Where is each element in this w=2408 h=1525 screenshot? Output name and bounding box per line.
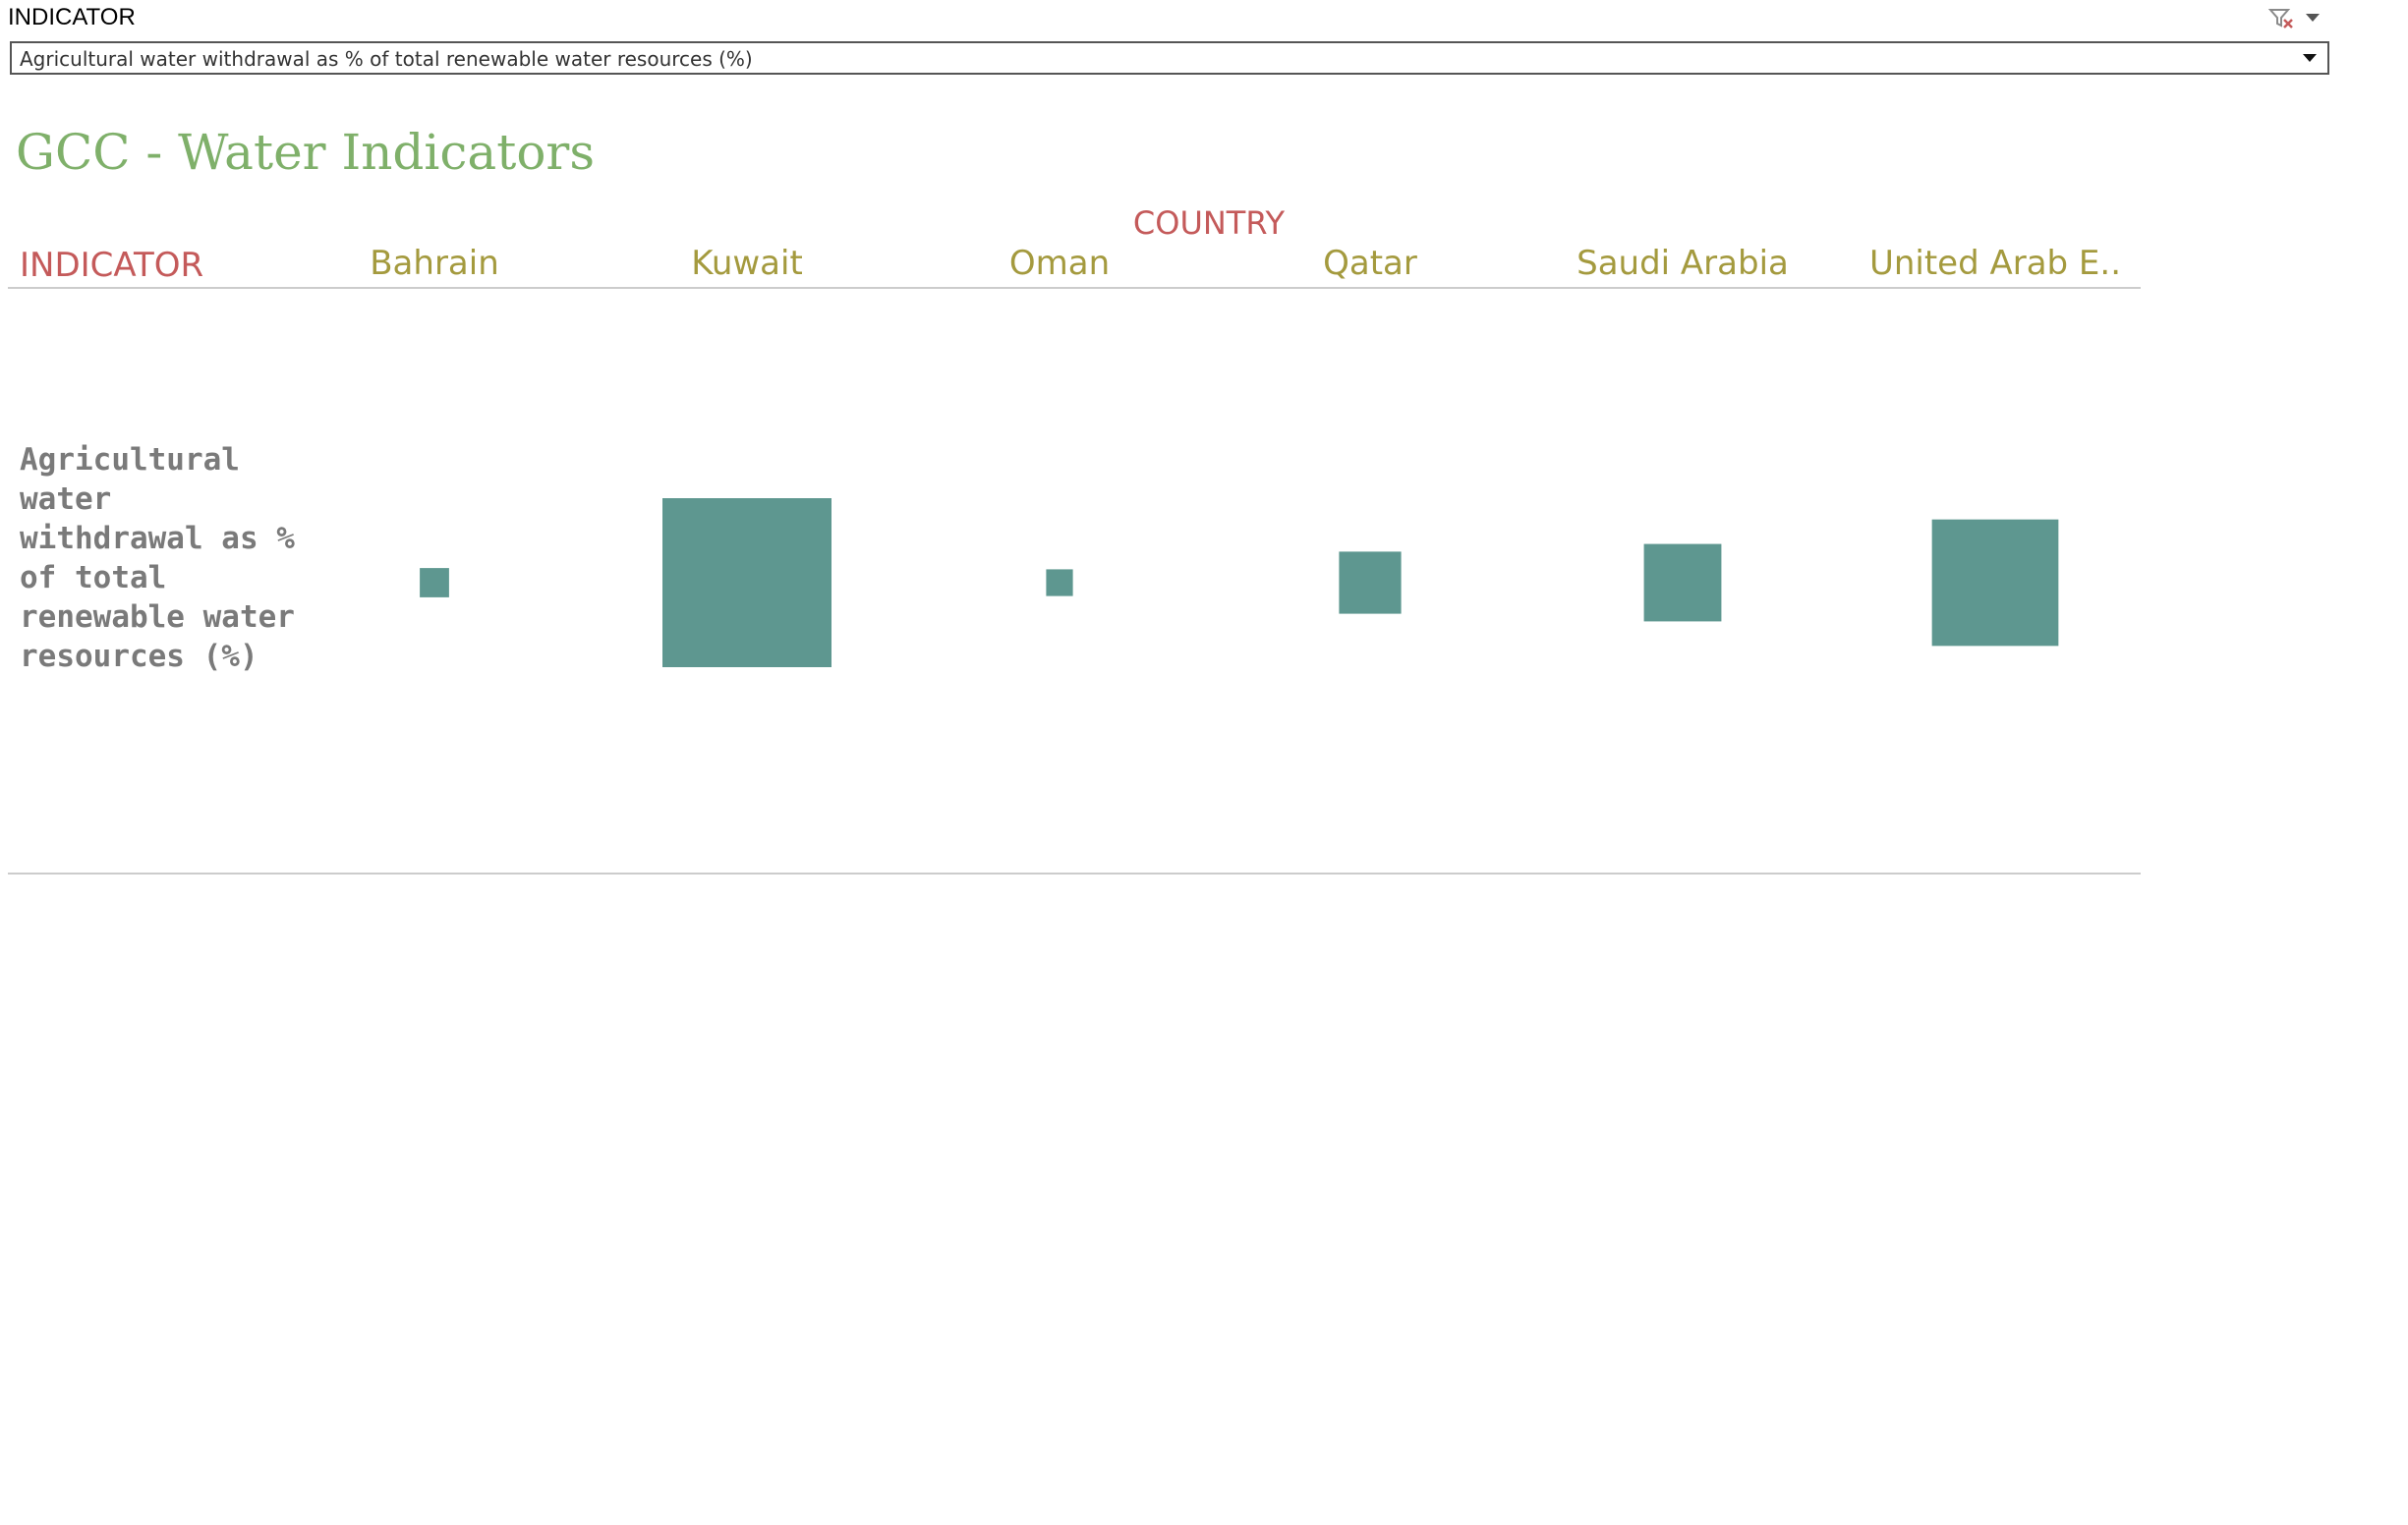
- header-divider: [8, 287, 2141, 289]
- mark-united-arab-e[interactable]: [1931, 519, 2059, 647]
- mark-qatar[interactable]: [1339, 551, 1402, 614]
- mark-oman[interactable]: [1046, 569, 1073, 596]
- filter-tools: [2266, 4, 2325, 33]
- indicator-dropdown[interactable]: Agricultural water withdrawal as % of to…: [10, 41, 2329, 75]
- clear-filter-icon[interactable]: [2267, 9, 2293, 28]
- column-header-kuwait[interactable]: Kuwait: [691, 244, 803, 283]
- column-header-saudi-arabia[interactable]: Saudi Arabia: [1577, 244, 1789, 283]
- column-header-bahrain[interactable]: Bahrain: [370, 244, 499, 283]
- dashboard-title: GCC - Water Indicators: [16, 124, 595, 181]
- table-bottom-divider: [8, 873, 2141, 875]
- column-header-oman[interactable]: Oman: [1008, 244, 1111, 283]
- chart-area: [0, 291, 2162, 871]
- row-header: INDICATOR: [20, 246, 204, 285]
- square-chart: [420, 498, 2059, 667]
- filter-title: INDICATOR: [8, 4, 136, 30]
- indicator-dropdown-value: Agricultural water withdrawal as % of to…: [20, 47, 753, 71]
- column-header-qatar[interactable]: Qatar: [1323, 244, 1417, 283]
- column-group-header: COUNTRY: [1132, 204, 1286, 242]
- row-label: Agricultural water withdrawal as % of to…: [20, 442, 295, 674]
- mark-bahrain[interactable]: [420, 568, 449, 597]
- column-header-united-arab-emirates[interactable]: United Arab E..: [1868, 244, 2122, 283]
- mark-saudi-arabia[interactable]: [1643, 543, 1722, 622]
- caret-down-icon[interactable]: [2306, 14, 2320, 22]
- caret-down-icon[interactable]: [2302, 53, 2318, 63]
- mark-kuwait[interactable]: [662, 498, 831, 667]
